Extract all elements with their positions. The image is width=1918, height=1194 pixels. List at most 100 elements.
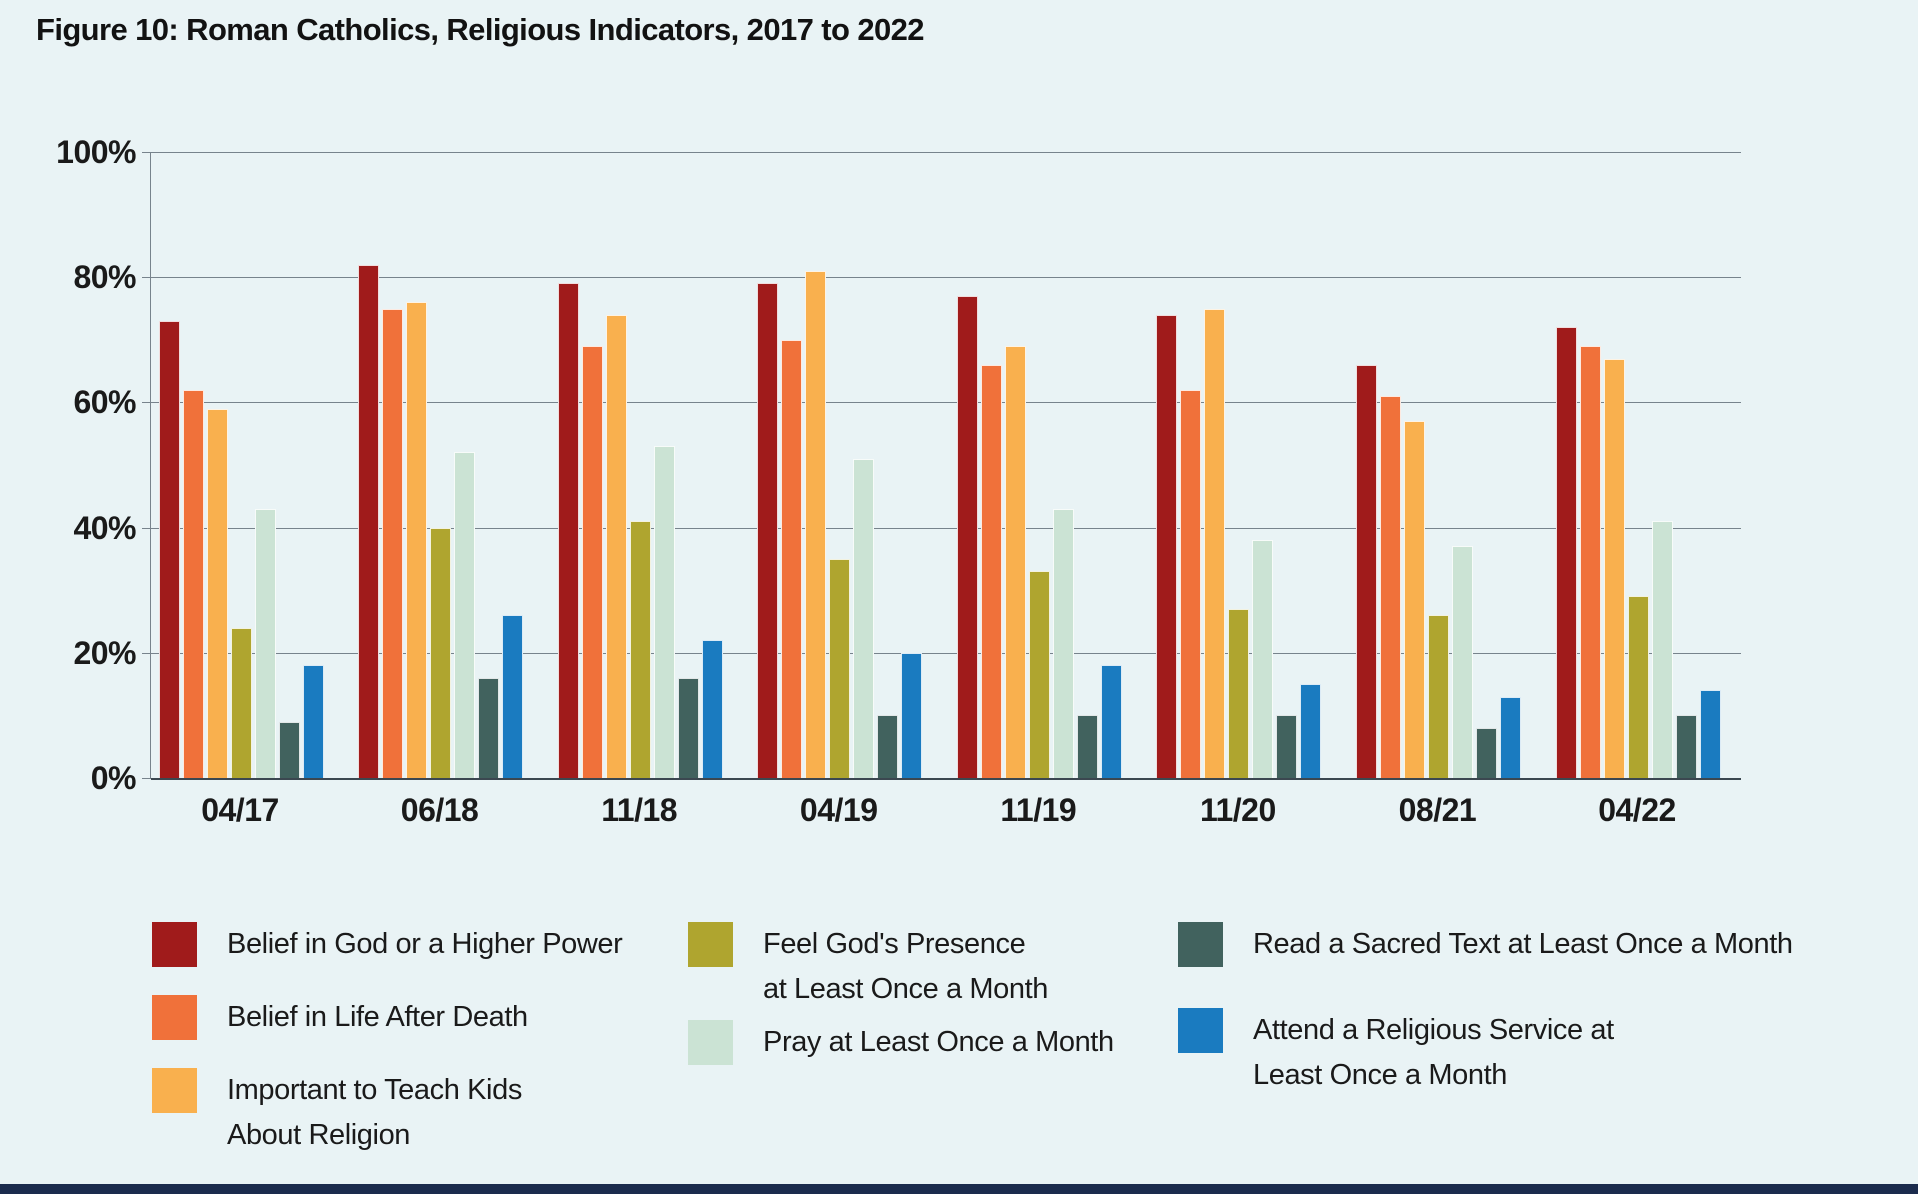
bar-belief_god-11/18 [557, 283, 579, 778]
bar-belief_god-04/17 [158, 321, 180, 778]
y-axis-tick [142, 652, 151, 654]
legend-swatch-sacred_text [1178, 922, 1223, 967]
bar-presence-11/19 [1028, 571, 1050, 778]
bar-sacred_text-11/18 [677, 677, 699, 778]
y-axis-label: 100% [56, 134, 136, 170]
y-axis-tick [142, 402, 151, 404]
legend-item-attend: Attend a Religious Service at Least Once … [1178, 1008, 1614, 1098]
bar-teach_kids-08/21 [1403, 421, 1425, 778]
bar-pray-11/20 [1252, 540, 1274, 778]
bar-teach_kids-11/18 [605, 314, 627, 778]
y-axis-label: 0% [90, 760, 137, 796]
bar-afterlife-04/17 [182, 389, 204, 778]
bar-group-04/19 [757, 270, 923, 778]
legend-swatch-presence [688, 922, 733, 967]
y-axis-label: 20% [73, 634, 136, 671]
x-axis-label-11/20: 11/20 [1199, 792, 1276, 828]
y-axis-label: 60% [73, 384, 136, 421]
bar-teach_kids-04/17 [206, 408, 228, 778]
bar-belief_god-11/20 [1156, 314, 1178, 778]
bar-belief_god-04/19 [757, 283, 779, 778]
bar-teach_kids-04/19 [805, 270, 827, 778]
bottom-accent-bar [0, 1184, 1918, 1194]
legend-swatch-pray [688, 1020, 733, 1065]
bar-belief_god-04/22 [1555, 327, 1577, 778]
bar-attend-11/20 [1300, 684, 1322, 778]
x-axis-label-04/19: 04/19 [799, 792, 878, 828]
bar-attend-06/18 [502, 615, 524, 778]
bar-attend-04/19 [901, 652, 923, 778]
legend-item-pray: Pray at Least Once a Month [688, 1020, 1114, 1065]
x-axis-label-04/22: 04/22 [1598, 792, 1676, 828]
x-axis-label-06/18: 06/18 [400, 792, 479, 828]
bar-sacred_text-04/19 [877, 715, 899, 778]
bar-afterlife-04/22 [1579, 346, 1601, 778]
bar-teach_kids-06/18 [406, 302, 428, 778]
legend-item-sacred_text: Read a Sacred Text at Least Once a Month [1178, 922, 1793, 967]
bar-pray-11/18 [653, 446, 675, 778]
gridline-80 [151, 277, 1741, 279]
bar-teach_kids-11/19 [1004, 346, 1026, 778]
bar-pray-08/21 [1451, 546, 1473, 778]
y-axis-tick [142, 152, 151, 153]
bar-pray-11/19 [1052, 508, 1074, 778]
bar-presence-04/22 [1627, 596, 1649, 778]
bar-afterlife-11/19 [980, 364, 1002, 778]
bar-group-11/20 [1156, 308, 1322, 778]
bar-group-11/18 [557, 283, 723, 778]
bar-teach_kids-11/20 [1204, 308, 1226, 778]
bar-attend-04/17 [302, 665, 324, 778]
bar-group-04/22 [1555, 327, 1721, 778]
bar-attend-11/18 [701, 640, 723, 778]
chart-plot-area [142, 152, 1741, 780]
bar-sacred_text-11/19 [1076, 715, 1098, 778]
bar-group-11/19 [956, 295, 1122, 778]
legend-label-belief_god: Belief in God or a Higher Power [227, 928, 623, 960]
bar-pray-06/18 [454, 452, 476, 778]
bar-afterlife-04/19 [781, 339, 803, 778]
bar-attend-11/19 [1100, 665, 1122, 778]
x-axis-label-11/19: 11/19 [1000, 792, 1077, 828]
bar-presence-08/21 [1427, 615, 1449, 778]
legend-item-teach_kids: Important to Teach Kids About Religion [152, 1068, 522, 1158]
bar-presence-11/20 [1228, 608, 1250, 778]
bar-belief_god-11/19 [956, 295, 978, 778]
bar-presence-11/18 [629, 521, 651, 778]
y-axis-tick [142, 778, 151, 779]
bar-group-04/17 [158, 321, 324, 778]
y-axis-label: 40% [73, 509, 136, 546]
x-axis-label-08/21: 08/21 [1398, 792, 1477, 828]
bar-group-06/18 [358, 264, 524, 778]
legend-label-teach_kids: Important to Teach Kids About Religion [227, 1074, 522, 1151]
page-title: Figure 10: Roman Catholics, Religious In… [36, 12, 925, 47]
legend-item-belief_god: Belief in God or a Higher Power [152, 922, 623, 967]
y-axis-label: 80% [73, 259, 136, 296]
bar-belief_god-08/21 [1355, 364, 1377, 778]
bar-sacred_text-06/18 [478, 677, 500, 778]
bar-presence-04/19 [829, 558, 851, 778]
legend-label-sacred_text: Read a Sacred Text at Least Once a Month [1253, 928, 1793, 960]
y-axis-tick [142, 527, 151, 529]
legend-swatch-belief_god [152, 922, 197, 967]
legend-item-presence: Feel God's Presence at Least Once a Month [688, 922, 1048, 1012]
gridline-100 [151, 152, 1741, 153]
x-axis-label-04/17: 04/17 [201, 792, 279, 828]
legend-swatch-afterlife [152, 995, 197, 1040]
gridline-20 [151, 652, 1741, 654]
bar-afterlife-11/20 [1180, 389, 1202, 778]
bar-afterlife-06/18 [382, 308, 404, 778]
gridline-0 [151, 778, 1741, 780]
bar-group-08/21 [1355, 364, 1521, 778]
legend-label-attend: Attend a Religious Service at Least Once … [1253, 1014, 1614, 1091]
bar-sacred_text-11/20 [1276, 715, 1298, 778]
bar-afterlife-08/21 [1379, 396, 1401, 778]
bar-pray-04/17 [254, 508, 276, 778]
bar-teach_kids-04/22 [1603, 358, 1625, 778]
legend-item-afterlife: Belief in Life After Death [152, 995, 528, 1040]
bar-pray-04/19 [853, 458, 875, 778]
gridline-60 [151, 402, 1741, 404]
x-axis-label-11/18: 11/18 [601, 792, 678, 828]
bar-sacred_text-08/21 [1475, 727, 1497, 778]
gridline-40 [151, 527, 1741, 529]
bar-attend-08/21 [1499, 696, 1521, 778]
